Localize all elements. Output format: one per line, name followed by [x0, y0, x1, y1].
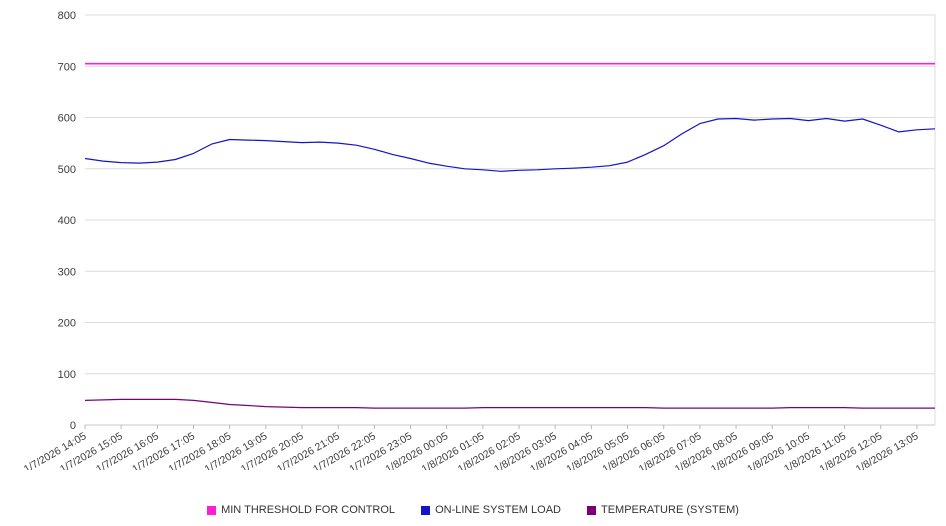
y-tick-label: 700 [58, 61, 76, 73]
legend-item-1[interactable]: ON-LINE SYSTEM LOAD [421, 504, 561, 516]
chart-legend: MIN THRESHOLD FOR CONTROL ON-LINE SYSTEM … [0, 504, 946, 516]
legend-swatch-icon [421, 505, 431, 515]
legend-item-2[interactable]: TEMPERATURE (SYSTEM) [586, 504, 739, 516]
legend-label: MIN THRESHOLD FOR CONTROL [221, 504, 396, 516]
series-line-2 [84, 398, 935, 409]
y-tick-label: 600 [58, 113, 76, 125]
legend-label: TEMPERATURE (SYSTEM) [600, 504, 739, 516]
legend-swatch-icon [207, 505, 217, 515]
series-line-1 [84, 117, 936, 172]
legend-label: ON-LINE SYSTEM LOAD [435, 504, 561, 516]
y-tick-label: 0 [70, 420, 76, 432]
y-tick-label: 800 [58, 10, 76, 22]
y-tick-label: 500 [58, 164, 76, 176]
y-tick-label: 400 [58, 215, 76, 227]
legend-swatch-icon [586, 505, 596, 515]
y-tick-label: 200 [58, 318, 76, 330]
y-tick-label: 100 [58, 369, 76, 381]
y-tick-label: 300 [58, 266, 76, 278]
legend-item-0[interactable]: MIN THRESHOLD FOR CONTROL [207, 504, 395, 516]
